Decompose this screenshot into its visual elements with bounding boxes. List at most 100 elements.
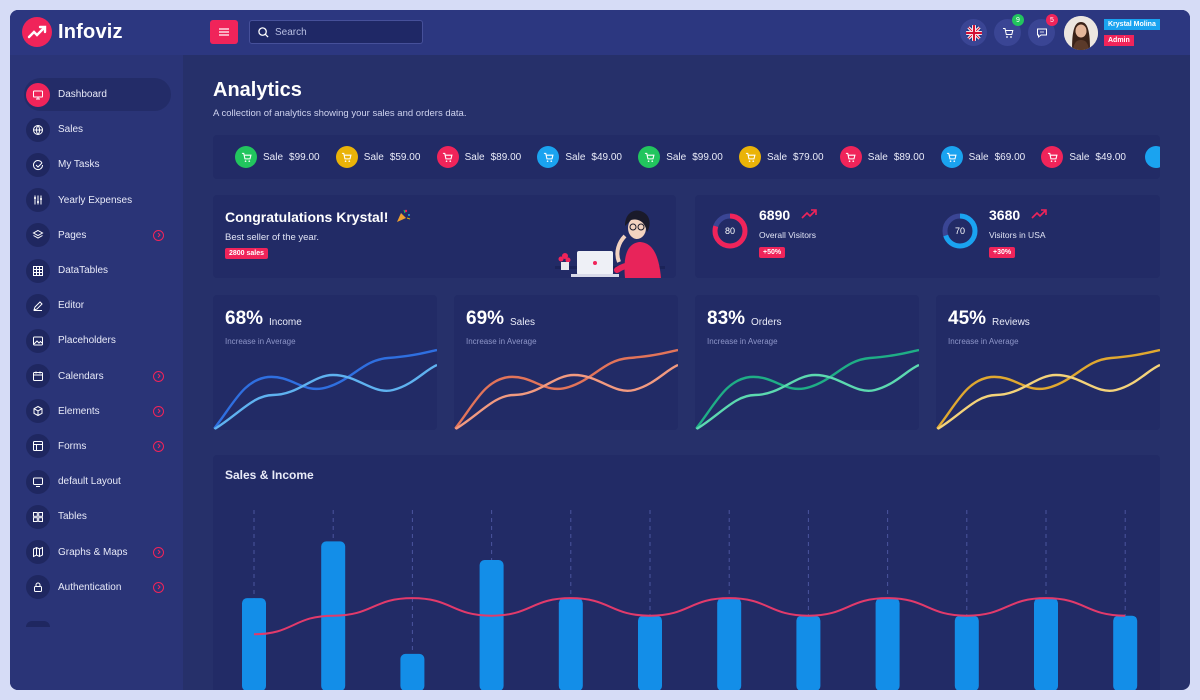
sale-cart-icon <box>739 146 761 168</box>
sidebar-item-my-tasks[interactable]: My Tasks <box>10 147 183 182</box>
trend-up-icon <box>801 209 817 219</box>
sidebar-item-label: Forms <box>58 440 87 452</box>
sales-income-title: Sales & Income <box>225 468 314 482</box>
sale-cart-icon <box>235 146 257 168</box>
cart-button[interactable]: 9 <box>994 14 1024 46</box>
bar-5[interactable] <box>558 598 583 690</box>
sidebar-item-graphs-maps[interactable]: Graphs & Maps <box>10 534 183 569</box>
top-bar: Infoviz 9 <box>10 10 1190 55</box>
sidebar-item-label: DataTables <box>58 265 109 277</box>
image-icon <box>26 328 50 353</box>
sidebar-item-label: Calendars <box>58 370 104 382</box>
sidebar-item-label: Placeholders <box>58 335 116 347</box>
sidebar-scroll-peek <box>26 621 50 627</box>
sidebar-item-pages[interactable]: Pages <box>10 218 183 253</box>
cart-badge: 9 <box>1012 14 1024 26</box>
brand-logo-icon <box>22 17 52 47</box>
visitor-label: Overall Visitors <box>759 230 816 240</box>
recent-sales-strip: Sale $99.00 Sale $59.00 Sale $89.00 Sale $49.00… <box>213 135 1160 179</box>
bar-4[interactable] <box>479 559 504 690</box>
sale-item[interactable]: Sale $49.00 <box>1041 146 1126 168</box>
visitors-donut: 70 <box>942 213 978 249</box>
bar-6[interactable] <box>638 615 662 690</box>
bar-12[interactable] <box>1113 615 1138 690</box>
messages-badge: 5 <box>1046 14 1058 26</box>
pencil-icon <box>26 293 50 318</box>
sparkline-series-b <box>695 363 919 430</box>
sale-item[interactable]: Sale $79.00 <box>739 146 824 168</box>
sale-label: Sale <box>666 151 687 163</box>
donut-percent: 70 <box>955 226 965 236</box>
sale-item[interactable]: Sale $49.00 <box>537 146 622 168</box>
sale-cart-icon <box>436 146 459 168</box>
sale-item[interactable]: Sale $69.00 <box>940 146 1025 168</box>
grid-icon <box>26 258 50 283</box>
sparkline-series-a <box>454 348 678 430</box>
stat-percent: 69% <box>466 308 505 329</box>
sale-item[interactable]: Sale $99.00 <box>638 146 723 168</box>
bar-7[interactable] <box>717 598 742 690</box>
visitors-donut: 80 <box>712 213 748 249</box>
bar-10[interactable] <box>954 615 979 690</box>
search-box[interactable] <box>249 20 423 44</box>
sidebar-item-label: Authentication <box>58 581 122 593</box>
sale-item[interactable]: Sale $89.00 <box>839 146 924 168</box>
sidebar-item-editor[interactable]: Editor <box>10 288 183 323</box>
bar-11[interactable] <box>1034 598 1058 690</box>
menu-toggle-button[interactable] <box>210 20 238 44</box>
visitor-label: Visitors in USA <box>989 230 1046 240</box>
sidebar-item-yearly-expenses[interactable]: Yearly Expenses <box>10 183 183 218</box>
sidebar-item-elements[interactable]: Elements <box>10 394 183 429</box>
donut-percent: 80 <box>725 226 735 236</box>
stat-name: Income <box>269 317 302 328</box>
sale-cart-icon <box>1145 146 1160 168</box>
avatar[interactable] <box>1064 16 1098 50</box>
sale-item[interactable]: Sale $99.00 <box>235 146 320 168</box>
visitor-value: 6890 <box>759 207 791 223</box>
sales-income-chart <box>242 510 1138 690</box>
sale-item[interactable]: Sale $59.00 <box>335 146 421 168</box>
sale-cart-icon <box>335 146 358 168</box>
user-name[interactable]: Krystal Molina <box>1104 19 1160 30</box>
sale-cart-icon <box>638 146 661 168</box>
map-icon <box>26 540 50 565</box>
bar-1[interactable] <box>242 598 266 690</box>
sidebar-item-authentication[interactable]: Authentication <box>10 570 183 605</box>
sale-label: Sale <box>867 151 888 163</box>
stat-sparkline <box>213 348 437 430</box>
sidebar-item-default-layout[interactable]: default Layout <box>10 464 183 499</box>
stat-card-income: 68% Income Increase in Average <box>213 295 437 430</box>
sale-label: Sale <box>363 151 384 163</box>
messages-button[interactable]: 5 <box>1028 14 1058 46</box>
sidebar-item-tables[interactable]: Tables <box>10 499 183 534</box>
congrats-title-text: Congratulations Krystal! <box>225 209 389 225</box>
sidebar: Dashboard Sales My Tasks Yearly Expenses Pag… <box>10 55 183 690</box>
app-window: Infoviz 9 <box>10 10 1190 690</box>
globe-icon <box>26 117 50 142</box>
sale-label: Sale <box>263 151 284 163</box>
monitor-icon <box>26 82 50 107</box>
bar-3[interactable] <box>400 653 425 690</box>
language-flag-button[interactable] <box>960 19 987 46</box>
sidebar-item-forms[interactable]: Forms <box>10 429 183 464</box>
sidebar-item-calendars[interactable]: Calendars <box>10 359 183 394</box>
sales-income-card: Sales & Income <box>213 455 1160 690</box>
sidebar-item-dashboard[interactable]: Dashboard <box>10 77 183 112</box>
sidebar-item-datatables[interactable]: DataTables <box>10 253 183 288</box>
sale-item[interactable]: Sale $89.00 <box>436 146 521 168</box>
bar-9[interactable] <box>875 598 900 690</box>
search-input[interactable] <box>275 26 405 38</box>
sidebar-item-sales[interactable]: Sales <box>10 112 183 147</box>
seller-illustration <box>555 210 665 278</box>
search-icon <box>258 26 269 38</box>
stat-subtitle: Increase in Average <box>225 337 296 346</box>
lock-icon <box>26 575 50 600</box>
brand[interactable]: Infoviz <box>22 17 123 47</box>
sidebar-item-label: Tables <box>58 511 87 523</box>
sale-price: $59.00 <box>389 151 421 163</box>
sale-price: $49.00 <box>591 151 622 163</box>
bar-8[interactable] <box>796 615 821 690</box>
stat-percent: 68% <box>225 308 264 329</box>
sidebar-item-placeholders[interactable]: Placeholders <box>10 323 183 358</box>
party-popper-icon <box>397 209 411 222</box>
